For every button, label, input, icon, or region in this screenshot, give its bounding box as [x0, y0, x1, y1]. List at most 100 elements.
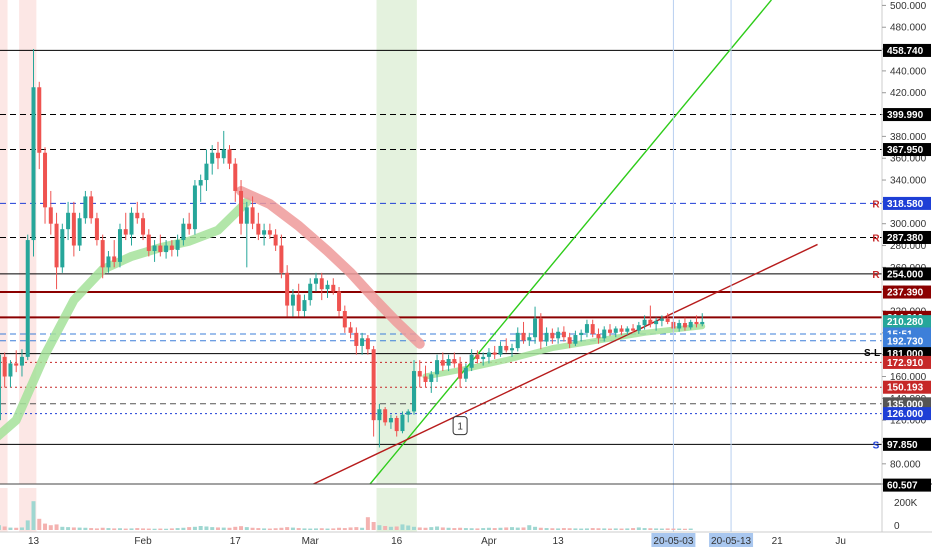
- candle: [435, 360, 440, 375]
- volume-bar: [631, 528, 636, 530]
- volume-bar: [544, 528, 549, 530]
- candle: [458, 363, 463, 379]
- candle: [371, 349, 376, 421]
- candle: [613, 328, 618, 333]
- volume-bar: [365, 517, 370, 530]
- volume-bar: [285, 527, 290, 530]
- volume-bar: [54, 524, 59, 530]
- price-label-box: [883, 285, 931, 299]
- candle: [66, 212, 71, 230]
- candle: [694, 321, 699, 325]
- candle: [210, 152, 215, 164]
- candle: [486, 352, 491, 357]
- price-label-text: 210.280: [887, 317, 924, 328]
- volume-bar: [77, 527, 82, 530]
- date-flag-box: [709, 533, 754, 547]
- volume-bar: [469, 528, 474, 530]
- x-tick-label: Ju: [835, 536, 846, 547]
- price-label-text: 254.000: [887, 269, 924, 280]
- candle: [429, 374, 434, 382]
- y-tick-label: 380.000: [890, 132, 927, 143]
- candle: [463, 367, 468, 379]
- candle: [550, 332, 555, 339]
- candle: [400, 414, 405, 432]
- volume-bar: [319, 528, 324, 530]
- price-label: 399.990: [883, 108, 931, 122]
- volume-bar: [579, 528, 584, 530]
- candle: [308, 283, 313, 301]
- price-label: 60.507: [883, 478, 931, 492]
- candle: [94, 218, 99, 241]
- volume-bar: [429, 527, 434, 530]
- x-tick-label: 16: [391, 536, 403, 547]
- volume-bar: [492, 528, 497, 530]
- volume-bar: [504, 527, 509, 530]
- y-tick-label: 280.000: [890, 241, 927, 252]
- price-label-text: 287.380: [887, 233, 924, 244]
- candle: [43, 152, 48, 208]
- price-label: 458.740: [883, 43, 931, 57]
- volume-bar: [117, 528, 122, 530]
- x-tick-label: 13: [28, 536, 40, 547]
- candle: [521, 332, 526, 341]
- volume-tick-label: 0: [894, 521, 900, 532]
- candle: [31, 87, 36, 241]
- volume-bar: [556, 528, 561, 530]
- price-label-text: 237.390: [887, 288, 924, 299]
- price-label-box: [883, 43, 931, 57]
- volume-bar: [169, 528, 174, 530]
- price-label-box: [883, 478, 931, 492]
- candle: [406, 411, 411, 415]
- candle: [365, 338, 370, 350]
- volume-bar: [567, 528, 572, 530]
- candle: [164, 245, 169, 253]
- volume-bar: [233, 526, 238, 530]
- candle: [377, 409, 382, 421]
- candle: [319, 278, 324, 290]
- volume-bar: [360, 527, 365, 530]
- volume-bar: [129, 528, 134, 530]
- volume-bar: [659, 528, 664, 530]
- volume-bar: [94, 528, 99, 530]
- candle: [19, 356, 24, 366]
- annotation-label: 1: [457, 422, 463, 433]
- candle: [290, 294, 295, 306]
- candle: [700, 321, 705, 325]
- candle: [561, 331, 566, 338]
- volume-bar: [192, 526, 197, 530]
- volume-bar: [14, 527, 19, 530]
- sma-ribbon: [236, 186, 425, 349]
- volume-bar: [573, 528, 578, 530]
- volume-bar: [527, 525, 532, 530]
- volume-bar: [8, 527, 13, 530]
- volume-bar: [411, 526, 416, 530]
- trendline: [369, 0, 772, 484]
- candle: [152, 245, 157, 251]
- price-label: 287.380: [883, 230, 931, 244]
- volume-bar: [175, 528, 180, 530]
- date-flag-label: 20-05-13: [711, 536, 751, 547]
- volume-bar: [619, 528, 624, 530]
- price-label-box: [883, 230, 931, 244]
- candle: [417, 371, 422, 377]
- price-label: 172.910: [883, 355, 931, 369]
- candle: [123, 229, 128, 235]
- price-label-text: 135.000: [887, 399, 924, 410]
- candle: [342, 311, 347, 328]
- y-tick-label: 340.000: [890, 176, 927, 187]
- price-label: 210.280: [883, 315, 931, 329]
- price-label-text: 97.850: [887, 440, 918, 451]
- candle: [383, 409, 388, 423]
- volume-bar: [331, 528, 336, 530]
- x-tick-label: Mar: [302, 536, 320, 547]
- volume-bar: [181, 527, 186, 530]
- date-flag-box: [651, 533, 696, 547]
- candle: [141, 218, 146, 235]
- volume-bar: [308, 528, 313, 530]
- volume-bar: [435, 526, 440, 530]
- volume-bar: [250, 527, 255, 530]
- ema-ribbon: [0, 197, 252, 441]
- volume-bar: [406, 525, 411, 530]
- candle: [475, 354, 480, 360]
